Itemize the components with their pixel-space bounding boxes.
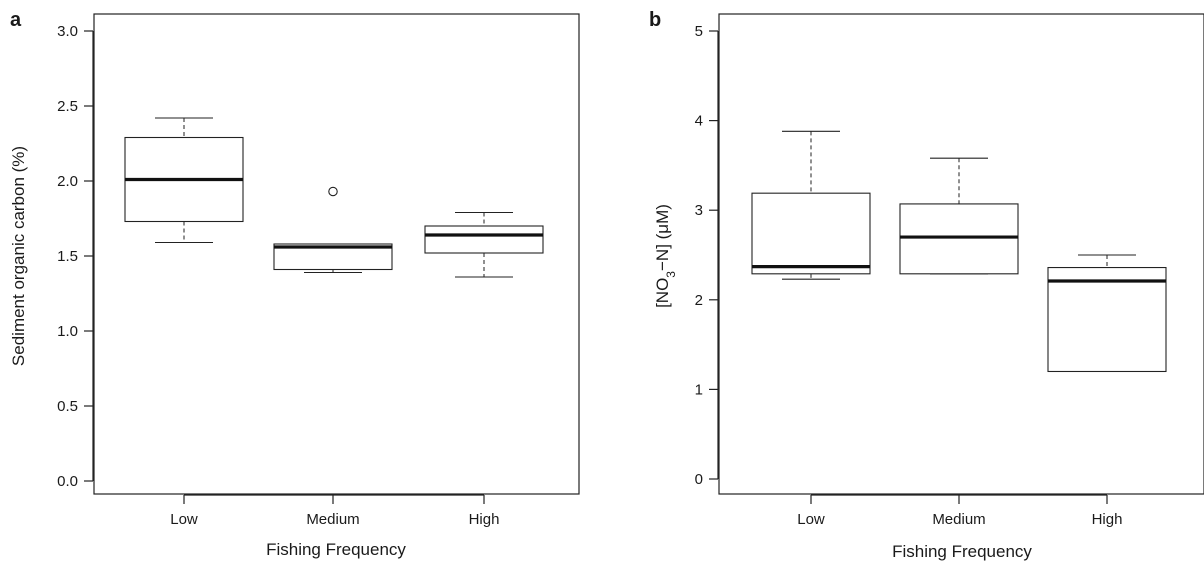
- y-tick-label: 5: [695, 23, 703, 40]
- boxes-b: [751, 130, 1167, 373]
- y-tick-label: 1: [695, 381, 703, 398]
- y-axis-a: 0.0 0.5 1.0 1.5 2.0 2.5 3.0: [57, 23, 94, 490]
- box-medium: [899, 157, 1019, 275]
- y-tick-label: 1.5: [57, 248, 78, 265]
- x-tick-label: Low: [797, 511, 825, 528]
- x-axis-b: Low Medium High: [797, 494, 1123, 528]
- plot-frame-b: [718, 13, 1204, 495]
- y-tick-label: 3: [695, 202, 703, 219]
- y-tick-label: 1.0: [57, 323, 78, 340]
- y-tick-label: 0.0: [57, 473, 78, 490]
- x-tick-label: Medium: [306, 511, 359, 528]
- y-tick-label: 2: [695, 292, 703, 309]
- y-axis-b: 0 1 2 3 4 5: [695, 23, 719, 488]
- y-axis-label-a: Sediment organic carbon (%): [9, 146, 28, 366]
- outlier-point: [328, 186, 338, 197]
- y-tick-label: 3.0: [57, 23, 78, 40]
- box-low: [124, 117, 244, 244]
- panel-label-a: a: [10, 9, 22, 31]
- y-label-subscript: 3: [664, 271, 678, 278]
- x-tick-label: High: [1092, 511, 1123, 528]
- y-tick-label: 2.5: [57, 98, 78, 115]
- y-label-part-2: −N] (μM): [653, 204, 672, 271]
- panel-label-b: b: [649, 9, 661, 31]
- iqr-box: [1047, 266, 1167, 373]
- y-tick-label: 4: [695, 113, 703, 130]
- x-axis-label-a: Fishing Frequency: [266, 540, 406, 559]
- y-tick-label: 2.0: [57, 173, 78, 190]
- boxes-a: [124, 117, 544, 278]
- x-axis-label-b: Fishing Frequency: [892, 542, 1032, 561]
- panel-b: b 0 1 2 3 4 5 Low Medium High Fishing Frequency…: [649, 9, 1204, 561]
- x-tick-label: Low: [170, 511, 198, 528]
- x-tick-label: Medium: [932, 511, 985, 528]
- iqr-box: [424, 225, 544, 254]
- box-high: [1047, 254, 1167, 373]
- x-tick-label: High: [469, 511, 500, 528]
- plot-frame-a: [93, 13, 580, 495]
- y-tick-label: 0.5: [57, 398, 78, 415]
- y-axis-label-b: [NO3−N] (μM): [653, 204, 678, 308]
- box-low: [751, 130, 871, 280]
- iqr-box: [751, 192, 871, 275]
- y-label-part-1: [NO: [653, 278, 672, 308]
- panel-a: a 0.0 0.5 1.0 1.5 2.0 2.5 3.0 Low Medium High Fi…: [9, 9, 580, 559]
- x-axis-a: Low Medium High: [170, 494, 500, 528]
- box-medium: [273, 186, 393, 274]
- box-high: [424, 211, 544, 278]
- y-tick-label: 0: [695, 471, 703, 488]
- iqr-box: [899, 203, 1019, 275]
